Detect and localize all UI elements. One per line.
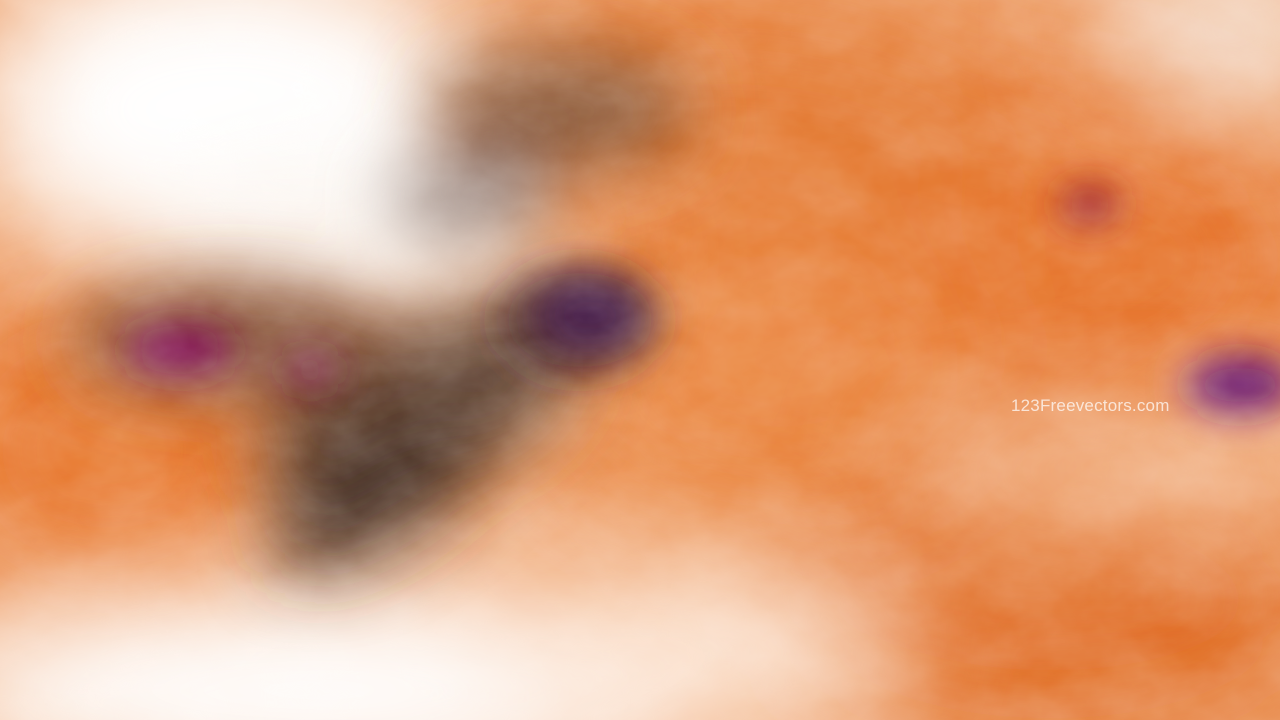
- watermark-text: 123Freevectors.com: [1011, 396, 1170, 415]
